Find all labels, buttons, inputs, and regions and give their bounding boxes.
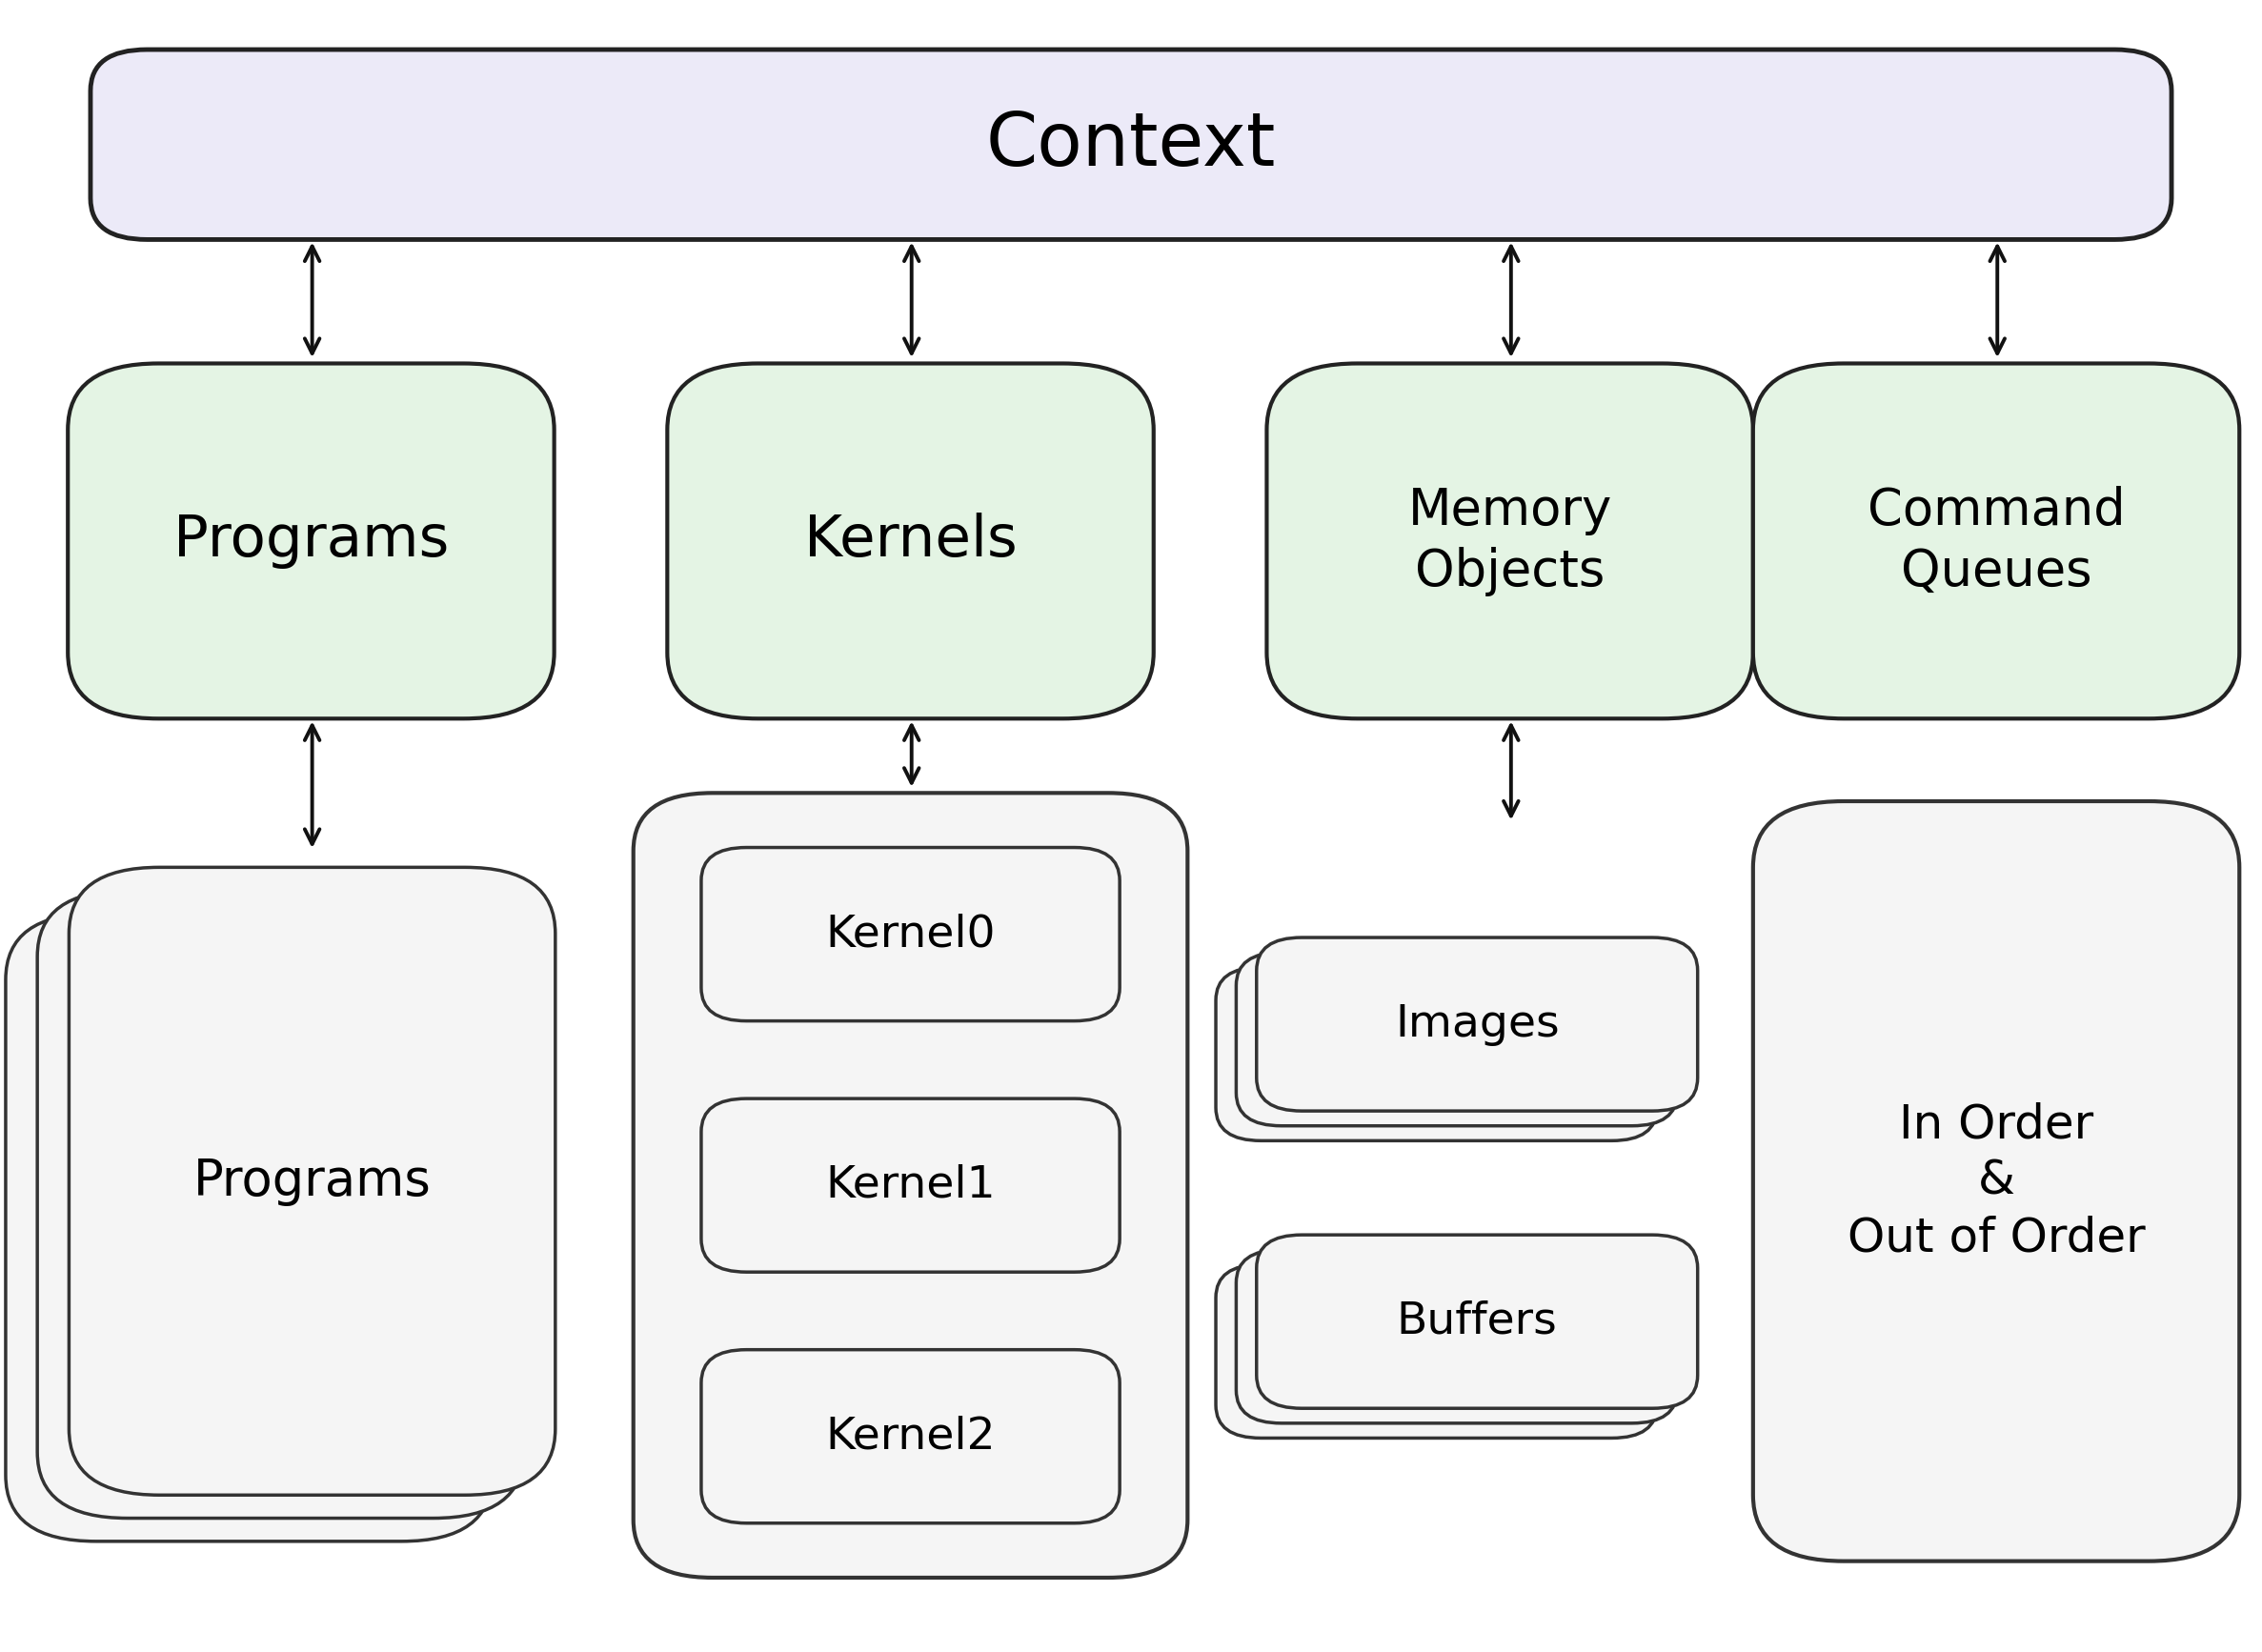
FancyBboxPatch shape <box>7 914 493 1541</box>
FancyBboxPatch shape <box>633 793 1188 1578</box>
Text: Kernel2: Kernel2 <box>826 1416 995 1457</box>
Text: Programs: Programs <box>174 512 448 570</box>
FancyBboxPatch shape <box>38 890 523 1518</box>
FancyBboxPatch shape <box>1235 952 1678 1127</box>
Text: Kernel0: Kernel0 <box>826 914 995 955</box>
FancyBboxPatch shape <box>701 847 1120 1021</box>
FancyBboxPatch shape <box>701 1350 1120 1523</box>
FancyBboxPatch shape <box>1258 1236 1696 1408</box>
Text: Kernel1: Kernel1 <box>826 1165 995 1206</box>
Text: Images: Images <box>1396 1003 1559 1046</box>
Text: In Order
&
Out of Order: In Order & Out of Order <box>1848 1102 2144 1260</box>
FancyBboxPatch shape <box>68 363 554 719</box>
Text: Command
Queues: Command Queues <box>1868 486 2124 596</box>
FancyBboxPatch shape <box>1235 1249 1678 1422</box>
FancyBboxPatch shape <box>1753 363 2239 719</box>
FancyBboxPatch shape <box>1215 968 1656 1140</box>
FancyBboxPatch shape <box>667 363 1154 719</box>
Text: Context: Context <box>986 109 1276 180</box>
FancyBboxPatch shape <box>1753 801 2239 1561</box>
Text: Memory
Objects: Memory Objects <box>1407 486 1613 596</box>
FancyBboxPatch shape <box>1258 937 1696 1110</box>
FancyBboxPatch shape <box>701 1099 1120 1272</box>
FancyBboxPatch shape <box>1267 363 1753 719</box>
Text: Buffers: Buffers <box>1396 1300 1559 1343</box>
FancyBboxPatch shape <box>70 867 556 1495</box>
FancyBboxPatch shape <box>90 50 2172 240</box>
FancyBboxPatch shape <box>1215 1265 1656 1437</box>
Text: Kernels: Kernels <box>803 512 1018 570</box>
Text: Programs: Programs <box>192 1156 432 1206</box>
